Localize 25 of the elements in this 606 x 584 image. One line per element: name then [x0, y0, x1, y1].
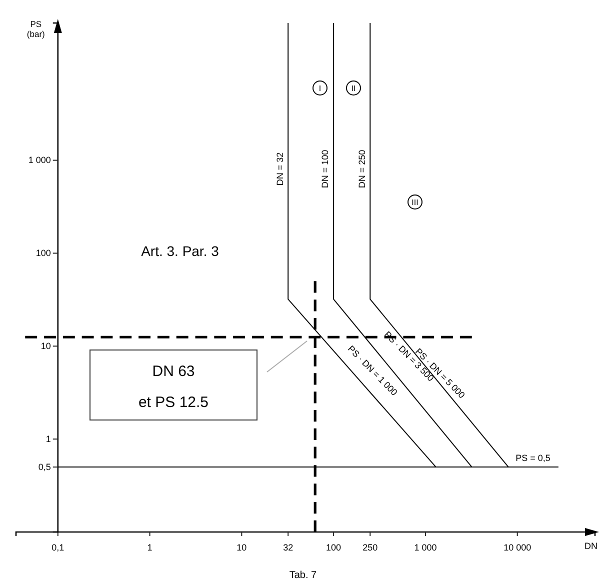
x-tick-label: 100: [326, 542, 342, 552]
x-tick-label: 1: [147, 542, 152, 552]
x-tick-label: 1 000: [414, 542, 437, 552]
annotation: I: [318, 84, 322, 93]
y-tick-label: 1: [46, 434, 51, 444]
annotation: DN 63 et PS 12.5: [138, 363, 209, 411]
y-tick-label: 100: [36, 248, 51, 258]
annotation: DN = 250: [357, 150, 367, 188]
y-tick-label: 1 000: [28, 155, 51, 166]
x-tick-label: 10 000: [504, 542, 532, 552]
annotation: DN = 100: [320, 150, 330, 188]
x-tick-label: 0,1: [52, 542, 64, 552]
x-tick-label: 32: [283, 542, 294, 552]
annotation: DN = 32: [275, 152, 285, 186]
x-tick-label: 250: [362, 542, 378, 552]
annotation: PS = 0,5: [516, 453, 550, 463]
annotation: Art. 3. Par. 3: [141, 243, 220, 259]
x-tick-label: 10: [236, 542, 247, 552]
y-axis-title: PS (bar): [26, 19, 46, 39]
annotation: III: [412, 198, 418, 207]
y-tick-label: 10: [40, 341, 51, 352]
x-axis-title: DN: [584, 541, 598, 551]
y-tick-label: 0,5: [38, 462, 51, 472]
annotation: II: [351, 84, 356, 93]
caption: Tab. 7: [289, 570, 318, 581]
